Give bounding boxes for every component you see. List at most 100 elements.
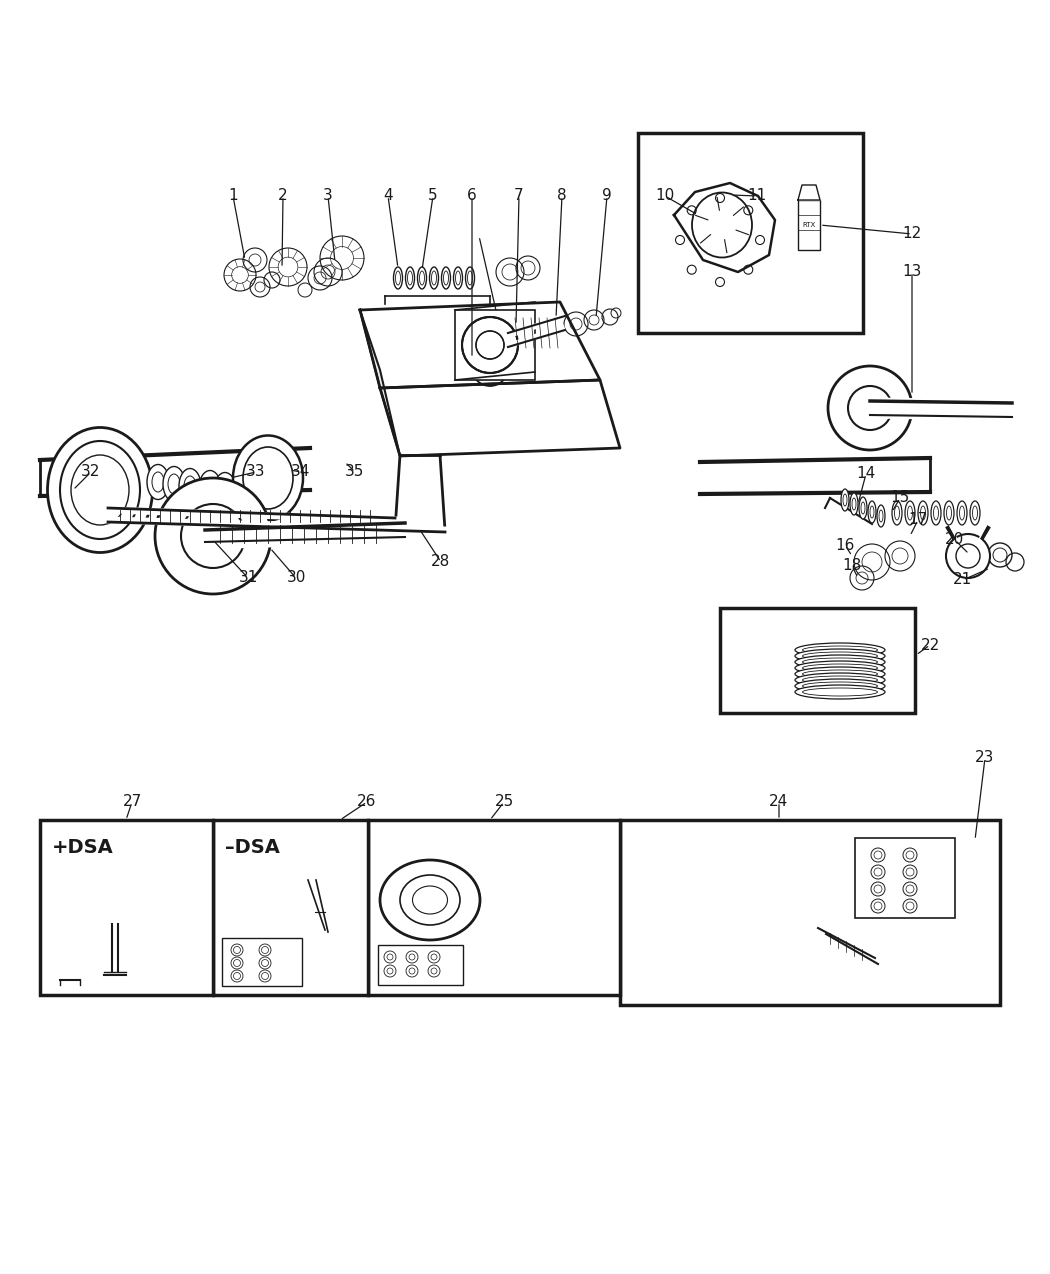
Ellipse shape [380,860,480,940]
Text: 27: 27 [123,795,142,809]
Bar [378,945,463,985]
Text: 20: 20 [945,533,965,548]
Ellipse shape [931,501,941,525]
Bar [40,820,213,995]
Text: 22: 22 [921,637,940,652]
Ellipse shape [467,271,472,285]
Ellipse shape [795,655,885,669]
Ellipse shape [970,501,980,525]
Ellipse shape [795,648,885,662]
Circle shape [872,899,885,913]
Ellipse shape [219,480,231,499]
Polygon shape [360,302,600,389]
Circle shape [231,944,243,956]
Text: 23: 23 [975,750,994,766]
Circle shape [181,505,245,568]
Ellipse shape [918,501,928,525]
Bar [798,200,820,250]
Polygon shape [395,455,445,530]
Text: 32: 32 [81,465,101,479]
Circle shape [872,882,885,896]
Text: 4: 4 [383,189,393,204]
Ellipse shape [795,668,885,682]
Ellipse shape [802,676,878,684]
Text: 6: 6 [467,189,477,204]
Ellipse shape [957,501,967,525]
Circle shape [428,950,440,963]
Text: 13: 13 [902,265,922,279]
Circle shape [848,386,892,431]
Circle shape [231,970,243,982]
Polygon shape [798,185,820,200]
Ellipse shape [946,506,951,520]
Ellipse shape [870,506,874,519]
Text: 28: 28 [432,554,450,569]
Ellipse shape [400,875,460,925]
Ellipse shape [243,447,293,510]
Text: 18: 18 [842,558,862,573]
Ellipse shape [892,501,902,525]
Text: 34: 34 [291,465,311,479]
Ellipse shape [802,670,878,678]
Ellipse shape [163,466,185,502]
Text: 12: 12 [902,227,922,242]
Text: 30: 30 [287,571,306,586]
Ellipse shape [859,497,867,519]
Ellipse shape [418,268,426,289]
Bar [720,608,915,713]
Circle shape [472,350,508,386]
Text: 31: 31 [238,571,257,586]
Bar [855,838,956,919]
Ellipse shape [429,268,439,289]
Ellipse shape [456,271,461,285]
Ellipse shape [802,646,878,654]
Text: 21: 21 [953,572,972,587]
Ellipse shape [443,271,448,285]
Ellipse shape [795,685,885,699]
Text: RTX: RTX [802,222,816,228]
Circle shape [406,964,418,977]
Circle shape [903,882,917,896]
Text: 11: 11 [748,189,766,204]
Circle shape [231,957,243,970]
Ellipse shape [852,498,856,510]
Polygon shape [360,310,400,456]
Ellipse shape [214,473,236,507]
Text: 24: 24 [770,795,789,809]
Ellipse shape [394,268,402,289]
Circle shape [462,317,518,373]
Ellipse shape [850,493,858,515]
Bar [222,938,302,986]
Ellipse shape [47,428,152,553]
Ellipse shape [204,478,216,498]
Text: 17: 17 [908,512,927,527]
Text: –DSA: –DSA [225,838,280,857]
Circle shape [903,899,917,913]
Ellipse shape [802,657,878,666]
Text: 3: 3 [323,189,333,204]
Circle shape [903,865,917,879]
Bar [620,820,1000,1005]
Ellipse shape [802,652,878,660]
Ellipse shape [895,506,900,520]
Circle shape [384,950,396,963]
Ellipse shape [921,506,925,520]
Text: 5: 5 [428,189,438,204]
Ellipse shape [933,506,939,520]
Text: 25: 25 [495,795,513,809]
Ellipse shape [877,505,885,527]
Text: 33: 33 [247,465,266,479]
Polygon shape [380,380,620,456]
Ellipse shape [184,476,196,496]
Ellipse shape [168,474,180,494]
Ellipse shape [407,271,413,285]
Ellipse shape [907,506,912,520]
Ellipse shape [454,268,462,289]
Ellipse shape [420,271,424,285]
Circle shape [259,957,271,970]
Ellipse shape [861,502,865,513]
Circle shape [155,478,271,594]
Polygon shape [674,183,775,273]
Text: 35: 35 [345,465,364,479]
Text: 7: 7 [514,189,524,204]
